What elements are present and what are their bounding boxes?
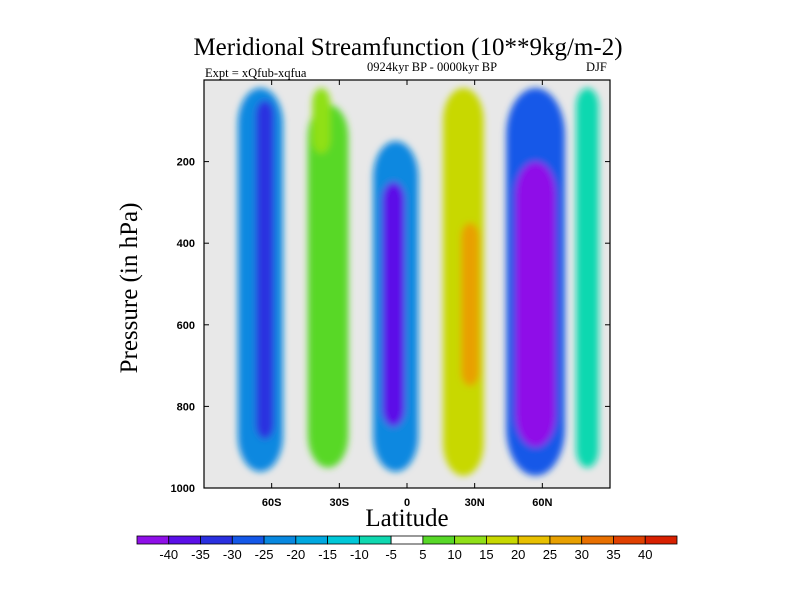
colorbar-swatch bbox=[390, 535, 424, 545]
colorbar-label: 15 bbox=[479, 547, 493, 562]
colorbar-label: 40 bbox=[638, 547, 652, 562]
colorbar-label: 10 bbox=[447, 547, 461, 562]
feature-nh-polar-fringe bbox=[576, 88, 599, 468]
colorbar-swatch bbox=[613, 535, 646, 545]
x-tick-label: 60S bbox=[262, 497, 282, 509]
colorbar-label: -20 bbox=[286, 547, 305, 562]
y-axis-label: Pressure (in hPa) bbox=[116, 203, 143, 374]
colorbar-swatch bbox=[549, 535, 583, 545]
colorbar-swatch bbox=[486, 535, 519, 545]
y-tick-label: 200 bbox=[177, 157, 195, 169]
colorbar-label: -25 bbox=[255, 547, 274, 562]
experiment-label: Expt = xQfub-xqfua bbox=[205, 66, 307, 80]
y-tick-label: 800 bbox=[177, 401, 195, 413]
colorbar-swatch bbox=[263, 535, 297, 545]
y-tick-label: 1000 bbox=[171, 483, 195, 495]
colorbar: -40 -35 -30 -25 -20 -15 -10 -5 5 10 15 20 25 30 35 40 bbox=[136, 535, 678, 562]
colorbar-label: -30 bbox=[223, 547, 242, 562]
feature-sh-midlat-upper-tongue bbox=[312, 88, 331, 154]
colorbar-swatch bbox=[168, 535, 201, 545]
colorbar-label: -5 bbox=[385, 547, 397, 562]
colorbar-label: -35 bbox=[191, 547, 210, 562]
colorbar-label: 35 bbox=[606, 547, 620, 562]
streamfunction-features bbox=[237, 88, 599, 476]
x-tick-label: 60N bbox=[532, 497, 552, 509]
feature-nh-subtropical-core bbox=[461, 222, 480, 386]
colorbar-label: 30 bbox=[574, 547, 588, 562]
colorbar-label: 20 bbox=[511, 547, 525, 562]
colorbar-label: -15 bbox=[318, 547, 337, 562]
period-label: 0924kyr BP - 0000kyr BP bbox=[367, 60, 497, 74]
axis-ticks: 60S 30S 0 30N 60N 200 400 600 800 1000 bbox=[171, 80, 610, 509]
x-tick-label: 30N bbox=[465, 497, 485, 509]
colorbar-swatch bbox=[644, 535, 678, 545]
feature-tropical-negative-core bbox=[382, 182, 405, 427]
y-tick-label: 400 bbox=[177, 238, 195, 250]
feature-nh-midlat-negative-core bbox=[515, 161, 556, 448]
colorbar-label: -10 bbox=[350, 547, 369, 562]
chart-title: Meridional Streamfunction (10**9kg/m-2) bbox=[193, 34, 622, 61]
x-axis-label: Latitude bbox=[365, 505, 448, 532]
colorbar-swatch bbox=[517, 535, 551, 545]
colorbar-swatch bbox=[358, 535, 392, 545]
feature-sh-midlat-positive bbox=[307, 104, 349, 468]
colorbar-swatch bbox=[422, 535, 456, 545]
plot-area bbox=[204, 80, 610, 488]
feature-sh-polar-core bbox=[255, 100, 274, 440]
colorbar-label: -40 bbox=[159, 547, 178, 562]
colorbar-swatch bbox=[200, 535, 233, 545]
colorbar-swatch bbox=[581, 535, 614, 545]
x-tick-label: 30S bbox=[330, 497, 350, 509]
colorbar-label: 5 bbox=[419, 547, 426, 562]
colorbar-swatch bbox=[295, 535, 328, 545]
season-label: DJF bbox=[586, 60, 607, 74]
x-tick-label: 0 bbox=[404, 497, 410, 509]
colorbar-swatch bbox=[231, 535, 265, 545]
colorbar-swatch bbox=[327, 535, 360, 545]
y-tick-label: 600 bbox=[177, 320, 195, 332]
colorbar-swatch bbox=[454, 535, 487, 545]
colorbar-swatch bbox=[136, 535, 170, 545]
colorbar-label: 25 bbox=[543, 547, 557, 562]
